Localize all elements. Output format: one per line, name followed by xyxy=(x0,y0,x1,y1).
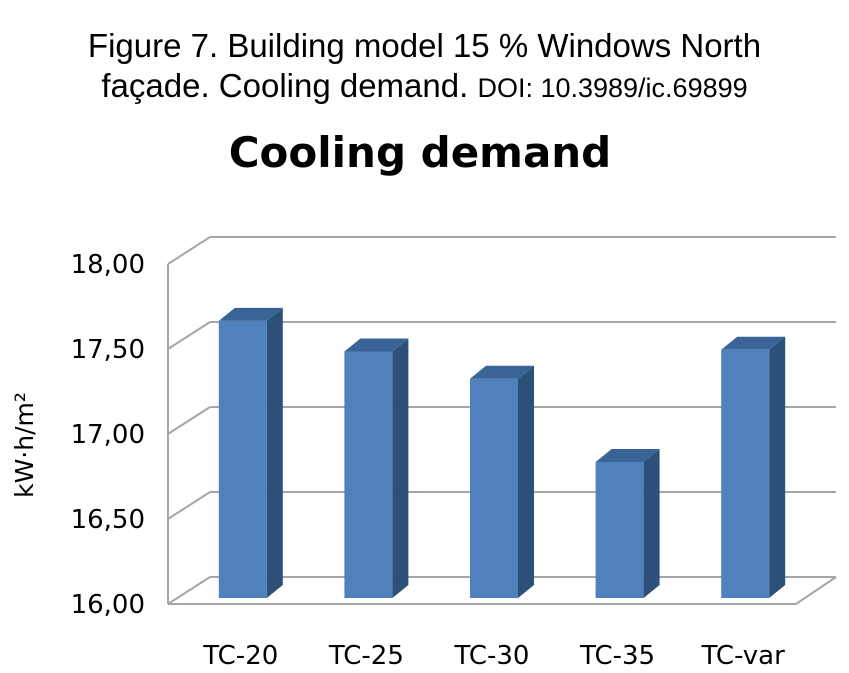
y-tick-label: 18,00 xyxy=(71,250,145,280)
y-tick-label: 17,00 xyxy=(71,420,145,450)
x-tick-label: TC-25 xyxy=(328,641,404,671)
y-tick-label: 17,50 xyxy=(71,335,145,365)
caption-line-1: Figure 7. Building model 15 % Windows No… xyxy=(87,27,762,64)
bar-side xyxy=(266,307,283,598)
bar-front xyxy=(218,320,267,598)
x-tick-label: TC-var xyxy=(701,641,786,671)
bar-front xyxy=(344,351,393,598)
bar-side xyxy=(769,336,786,598)
bar xyxy=(721,336,786,598)
bar-front xyxy=(470,378,518,598)
y-tick-label: 16,50 xyxy=(71,505,145,535)
bar-side xyxy=(643,449,660,598)
y-axis-label: kW·h/m² xyxy=(10,392,39,498)
gridline-side xyxy=(167,236,211,265)
chart-title: Cooling demand xyxy=(229,128,612,177)
y-tick-labels: 16,00 16,50 17,00 17,50 18,00 xyxy=(71,250,145,620)
gridline-side xyxy=(167,321,211,350)
bar xyxy=(595,449,660,598)
y-tick-label: 16,00 xyxy=(71,590,145,620)
x-tick-label: TC-35 xyxy=(579,641,655,671)
caption-line-2: façade. Cooling demand. DOI: 10.3989/ic.… xyxy=(0,66,849,108)
x-tick-labels: TC-20 TC-25 TC-30 TC-35 TC-var xyxy=(202,641,785,671)
bar-side xyxy=(392,338,409,598)
x-tick-label: TC-30 xyxy=(454,641,530,671)
x-tick-label: TC-20 xyxy=(202,641,278,671)
bar-top xyxy=(218,307,283,321)
bars xyxy=(218,307,786,598)
bar-front xyxy=(595,462,644,598)
bar-side xyxy=(518,365,534,598)
bar-top xyxy=(721,336,786,350)
floor-right-edge xyxy=(795,576,837,605)
gridline-side xyxy=(167,491,211,520)
gridline-side xyxy=(167,576,211,605)
bar-top xyxy=(344,338,409,352)
bar xyxy=(344,338,409,598)
bar-front xyxy=(721,349,770,598)
caption-doi: DOI: 10.3989/ic.69899 xyxy=(477,73,748,103)
figure-caption: Figure 7. Building model 15 % Windows No… xyxy=(0,26,849,108)
bar xyxy=(470,365,534,598)
caption-text: façade. Cooling demand. xyxy=(101,67,469,104)
bar xyxy=(218,307,283,598)
bar-top xyxy=(595,449,660,462)
bar-top xyxy=(470,365,534,379)
gridline-side xyxy=(167,406,211,435)
